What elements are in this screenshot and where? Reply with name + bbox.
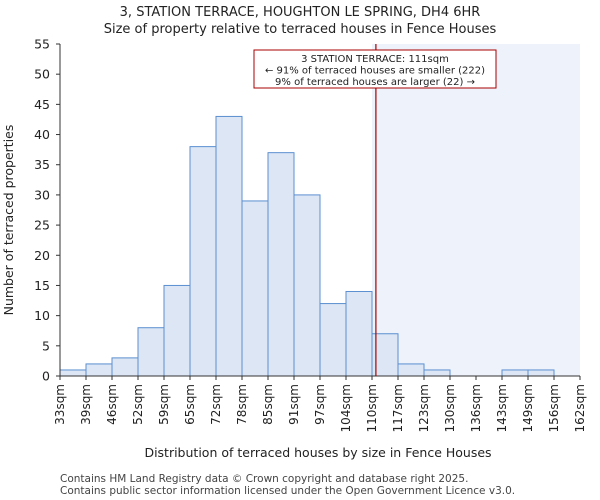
bar-65sqm bbox=[189, 146, 217, 377]
y-tick-label: 20 bbox=[34, 248, 50, 263]
y-tick-label: 25 bbox=[34, 218, 50, 233]
bar-59sqm bbox=[163, 284, 191, 377]
x-tick-label: 143sqm bbox=[495, 384, 509, 432]
bar-46sqm bbox=[111, 357, 139, 377]
bar-39sqm bbox=[85, 363, 113, 377]
x-tick-label: 65sqm bbox=[183, 384, 197, 425]
bar-104sqm bbox=[345, 290, 373, 377]
larger-region-highlight bbox=[372, 44, 580, 376]
y-tick-label: 55 bbox=[34, 37, 50, 52]
x-tick-label: 123sqm bbox=[417, 384, 431, 432]
y-tick-label: 45 bbox=[34, 97, 50, 112]
chart-title: 3, STATION TERRACE, HOUGHTON LE SPRING, … bbox=[119, 5, 481, 20]
bar-143sqm bbox=[501, 369, 529, 377]
y-tick-label: 5 bbox=[42, 338, 50, 353]
x-tick-label: 72sqm bbox=[209, 384, 223, 425]
x-tick-label: 110sqm bbox=[365, 384, 379, 432]
annotation-line1: 3 STATION TERRACE: 111sqm bbox=[301, 54, 449, 65]
x-tick-label: 104sqm bbox=[339, 384, 353, 432]
x-tick-label: 33sqm bbox=[53, 384, 67, 425]
y-tick-label: 30 bbox=[34, 187, 50, 202]
bar-52sqm bbox=[137, 327, 165, 377]
footer-line-1: Contains HM Land Registry data © Crown c… bbox=[60, 473, 469, 485]
bar-91sqm bbox=[293, 194, 321, 377]
x-tick-label: 136sqm bbox=[469, 384, 483, 432]
bar-97sqm bbox=[319, 303, 347, 377]
y-axis-label: Number of terraced properties bbox=[1, 125, 16, 316]
bar-123sqm bbox=[423, 369, 451, 377]
bar-78sqm bbox=[241, 200, 269, 377]
x-tick-label: 156sqm bbox=[547, 384, 561, 432]
y-tick-label: 50 bbox=[34, 67, 50, 82]
footer-line-2: Contains public sector information licen… bbox=[60, 485, 516, 497]
x-tick-label: 78sqm bbox=[235, 384, 249, 425]
x-tick-label: 117sqm bbox=[391, 384, 405, 432]
x-tick-label: 130sqm bbox=[443, 384, 457, 432]
bar-149sqm bbox=[527, 369, 555, 377]
annotation-line3: 9% of terraced houses are larger (22) → bbox=[275, 77, 475, 88]
y-tick-label: 0 bbox=[42, 369, 50, 384]
x-tick-label: 149sqm bbox=[521, 384, 535, 432]
x-tick-label: 46sqm bbox=[105, 384, 119, 425]
x-tick-label: 91sqm bbox=[287, 384, 301, 425]
x-tick-label: 59sqm bbox=[157, 384, 171, 425]
bar-72sqm bbox=[215, 115, 243, 377]
y-tick-label: 40 bbox=[34, 127, 50, 142]
x-axis-label: Distribution of terraced houses by size … bbox=[144, 445, 491, 460]
x-tick-label: 85sqm bbox=[261, 384, 275, 425]
annotation-line2: ← 91% of terraced houses are smaller (22… bbox=[265, 66, 485, 77]
bar-85sqm bbox=[267, 152, 295, 377]
y-tick-label: 35 bbox=[34, 157, 50, 172]
annotation-box bbox=[253, 49, 497, 89]
x-tick-label: 52sqm bbox=[131, 384, 145, 425]
x-tick-label: 39sqm bbox=[79, 384, 93, 425]
x-tick-label: 97sqm bbox=[313, 384, 327, 425]
bar-33sqm bbox=[59, 369, 87, 377]
chart-subtitle: Size of property relative to terraced ho… bbox=[103, 22, 497, 37]
bar-117sqm bbox=[397, 363, 425, 377]
y-tick-label: 15 bbox=[34, 278, 50, 293]
y-tick-label: 10 bbox=[34, 308, 50, 323]
x-tick-label: 162sqm bbox=[573, 384, 587, 432]
